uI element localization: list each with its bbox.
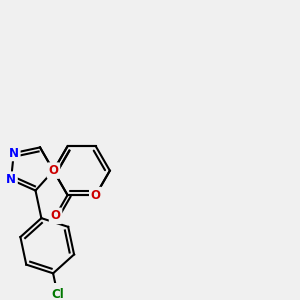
Text: O: O [48,164,59,177]
Text: N: N [6,173,16,186]
Text: O: O [91,189,101,202]
Text: N: N [9,146,19,160]
Text: O: O [51,209,61,222]
Text: Cl: Cl [51,287,64,300]
